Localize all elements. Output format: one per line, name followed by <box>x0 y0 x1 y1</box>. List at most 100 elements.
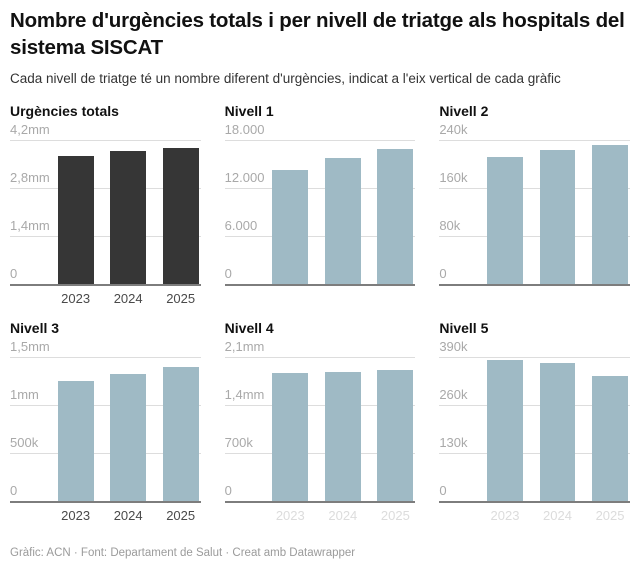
y-tick-label: 18.000 <box>224 121 265 137</box>
panel-title: Nivell 5 <box>439 319 489 336</box>
y-tick-label: 1,4mm <box>224 386 265 402</box>
y-tick-label: 0 <box>224 482 232 498</box>
x-tick-label: 2024 <box>113 290 143 306</box>
bar-2025[interactable] <box>162 148 199 284</box>
panel-nivell-5: Nivell 5 390k 260k 130k 0 2023 2024 2025 <box>439 320 630 524</box>
gridline <box>224 187 416 189</box>
page-title: Nombre d'urgències totals i per nivell d… <box>10 9 625 59</box>
panel-title: Nivell 2 <box>439 102 489 119</box>
y-tick-label: 0 <box>10 265 18 281</box>
y-tick-label: 6.000 <box>224 217 258 233</box>
bar-chart-area: 2,1mm 1,4mm 700k 0 <box>224 339 416 503</box>
y-tick-label: 1,4mm <box>10 217 50 233</box>
gridline <box>439 356 630 358</box>
y-tick-label: 2,8mm <box>10 169 50 185</box>
gridline <box>224 235 416 237</box>
bars-group <box>486 357 628 501</box>
x-tick-label: 2024 <box>113 507 143 523</box>
bar-2024[interactable] <box>324 158 361 284</box>
x-axis-labels: 2023 2024 2025 <box>487 508 628 524</box>
gridline <box>439 404 630 406</box>
panel-title: Nivell 4 <box>224 319 274 336</box>
bar-2025[interactable] <box>592 375 628 501</box>
bar-chart-area: 1,5mm 1mm 500k 0 <box>10 339 201 503</box>
gridline <box>10 452 201 454</box>
bar-2023[interactable] <box>57 380 94 501</box>
gridline <box>10 187 201 189</box>
x-axis-labels: 2023 2024 2025 <box>58 508 199 524</box>
bars-group <box>272 357 414 501</box>
gridline <box>439 139 630 141</box>
bar-chart-area: 4,2mm 2,8mm 1,4mm 0 <box>10 122 201 286</box>
panel-nivell-4: Nivell 4 2,1mm 1,4mm 700k 0 2023 2024 2025 <box>224 319 416 524</box>
bar-2023[interactable] <box>272 373 309 501</box>
gridline <box>224 452 416 454</box>
y-tick-label: 80k <box>439 217 461 233</box>
y-tick-label: 0 <box>439 265 447 281</box>
y-tick-label: 390k <box>439 338 468 354</box>
small-multiples-grid: Urgències totals 4,2mm 2,8mm 1,4mm 0 2023 20… <box>10 103 630 524</box>
x-axis-labels: 2023 2024 2025 <box>272 508 413 524</box>
y-tick-label: 160k <box>439 169 468 185</box>
bar-2023[interactable] <box>486 157 523 284</box>
gridline <box>224 404 416 406</box>
x-tick-label: 2025 <box>380 507 410 523</box>
y-tick-label: 260k <box>439 386 468 402</box>
x-tick-label: 2023 <box>275 507 305 523</box>
panel-urgencies-totals: Urgències totals 4,2mm 2,8mm 1,4mm 0 2023 20… <box>10 103 201 307</box>
y-tick-label: 130k <box>439 434 468 450</box>
bar-2024[interactable] <box>539 150 576 284</box>
bar-2025[interactable] <box>592 144 628 284</box>
gridline <box>10 235 201 237</box>
x-tick-label: 2025 <box>595 507 625 523</box>
bar-2024[interactable] <box>324 371 361 501</box>
panel-nivell-3: Nivell 3 1,5mm 1mm 500k 0 2023 2024 2025 <box>10 320 201 524</box>
panel-title: Urgències totals <box>10 102 119 119</box>
y-tick-label: 240k <box>439 121 468 137</box>
gridline <box>224 356 416 358</box>
y-tick-label: 1,5mm <box>10 338 50 354</box>
bar-2023[interactable] <box>57 155 94 284</box>
bar-chart-area: 390k 260k 130k 0 <box>439 339 630 503</box>
bar-2024[interactable] <box>110 374 147 501</box>
x-axis-labels: 2023 2024 2025 <box>58 291 199 307</box>
panel-title: Nivell 1 <box>224 102 274 119</box>
x-tick-label: 2025 <box>166 507 196 523</box>
x-tick-label: 2023 <box>61 290 91 306</box>
gridline <box>439 452 630 454</box>
gridline <box>10 404 201 406</box>
bar-2024[interactable] <box>110 150 147 284</box>
gridline <box>10 139 201 141</box>
bars-group <box>57 357 199 501</box>
x-tick-label: 2024 <box>543 507 572 523</box>
x-tick-label: 2025 <box>166 290 196 306</box>
bar-chart-area: 240k 160k 80k 0 <box>439 122 630 286</box>
bars-group <box>272 140 414 284</box>
x-tick-label: 2023 <box>490 507 520 523</box>
bar-2025[interactable] <box>377 148 414 284</box>
bar-2025[interactable] <box>162 367 199 501</box>
y-tick-label: 12.000 <box>224 169 265 185</box>
gridline <box>439 235 630 237</box>
bar-2024[interactable] <box>539 363 576 501</box>
bar-2023[interactable] <box>272 170 309 284</box>
y-tick-label: 500k <box>10 434 39 450</box>
y-tick-label: 0 <box>10 482 18 498</box>
x-tick-label: 2024 <box>328 507 358 523</box>
y-tick-label: 700k <box>224 434 253 450</box>
y-tick-label: 2,1mm <box>224 338 265 354</box>
page-subtitle: Cada nivell de triatge té un nombre dife… <box>10 71 561 87</box>
bar-2025[interactable] <box>377 369 414 501</box>
y-tick-label: 1mm <box>10 386 39 402</box>
x-tick-label: 2023 <box>61 507 91 523</box>
y-tick-label: 4,2mm <box>10 121 50 137</box>
y-tick-label: 0 <box>224 265 232 281</box>
gridline <box>439 187 630 189</box>
gridline <box>10 356 201 358</box>
bars-group <box>57 140 199 284</box>
credit-line: Gràfic: ACN · Font: Departament de Salut… <box>10 546 356 559</box>
bar-2023[interactable] <box>486 359 523 501</box>
